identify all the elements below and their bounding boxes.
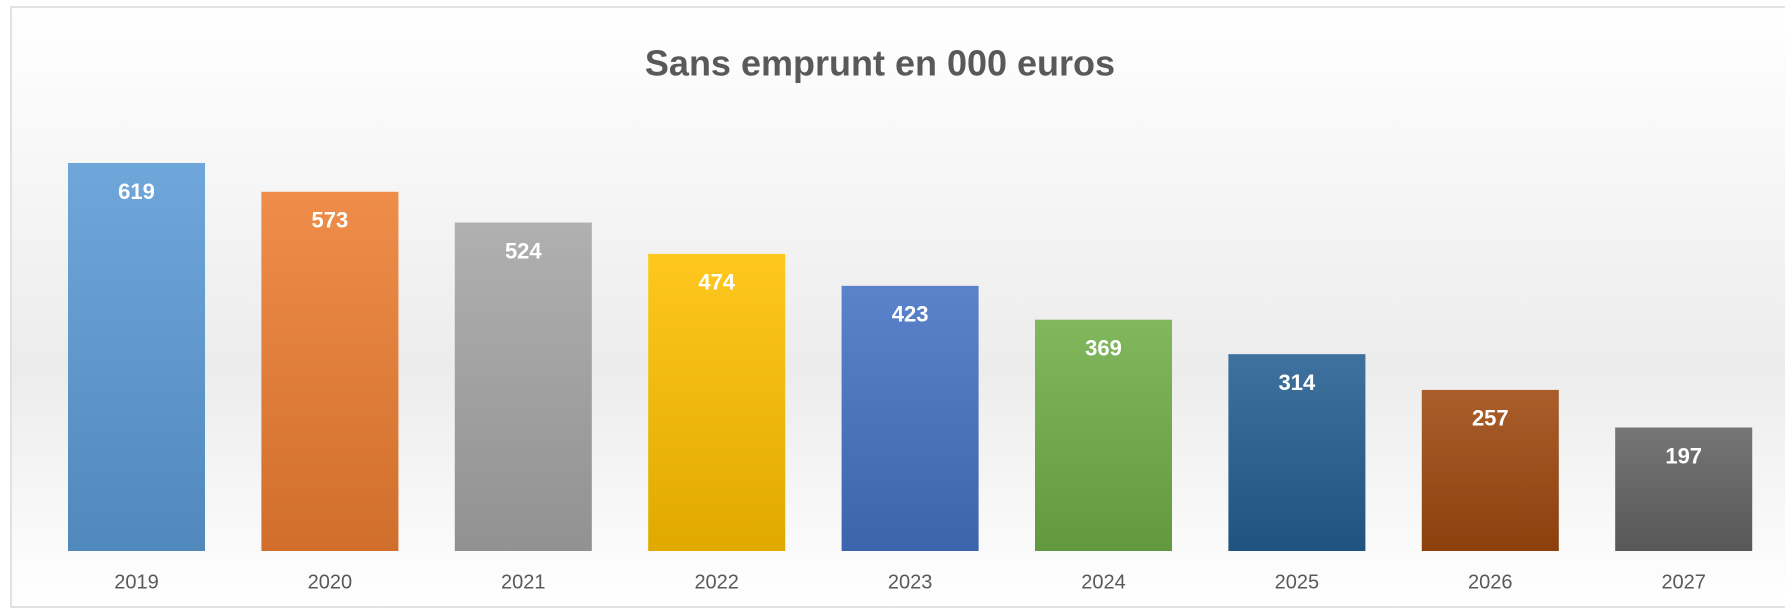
data-label: 369	[1085, 336, 1122, 361]
x-tick-label: 2027	[1661, 571, 1706, 593]
data-label: 474	[698, 270, 735, 295]
data-label: 573	[312, 208, 349, 233]
data-label: 197	[1665, 443, 1702, 468]
x-tick-label: 2020	[308, 571, 353, 593]
chart-title: Sans emprunt en 000 euros	[645, 43, 1115, 84]
bar-shade	[648, 253, 786, 551]
data-label: 257	[1472, 406, 1509, 431]
x-tick-label: 2022	[694, 571, 739, 593]
bar-shade	[1421, 389, 1559, 551]
data-label: 619	[118, 179, 155, 204]
data-label: 423	[892, 302, 929, 327]
x-tick-label: 2019	[114, 571, 159, 593]
x-tick-label: 2024	[1081, 571, 1126, 593]
data-label: 314	[1279, 370, 1316, 395]
x-tick-label: 2026	[1468, 571, 1513, 593]
x-tick-label: 2021	[501, 571, 546, 593]
bar-shade	[68, 163, 205, 551]
bar-shade	[1035, 319, 1172, 551]
bar-shade	[454, 222, 592, 551]
bar-shade	[261, 191, 399, 551]
x-tick-label: 2025	[1275, 571, 1320, 593]
bar-shade	[841, 285, 979, 551]
bar-shade	[1615, 427, 1753, 551]
x-tick-label: 2023	[888, 571, 933, 593]
data-label: 524	[505, 238, 542, 263]
bar-shade	[1228, 354, 1366, 551]
